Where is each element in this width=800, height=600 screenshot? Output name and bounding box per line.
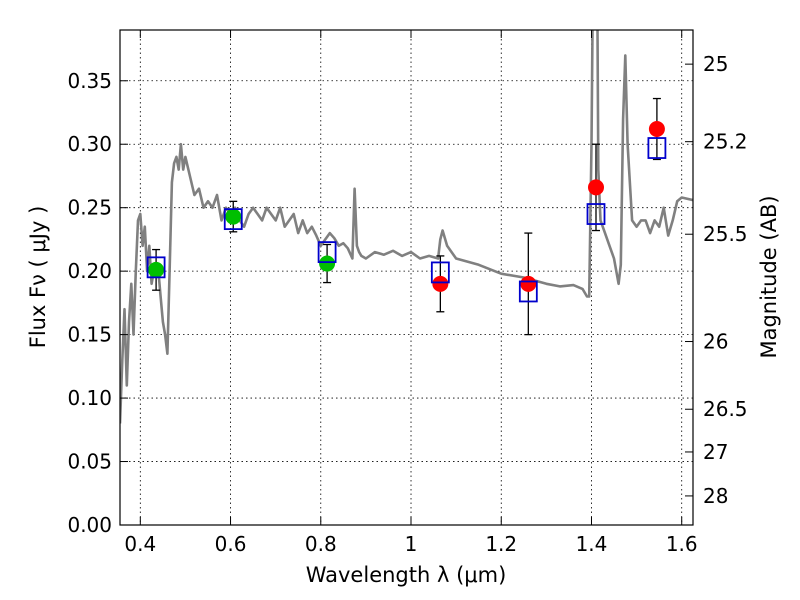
y-tick-label: 0.35 [67, 69, 112, 93]
x-tick-label: 1.2 [485, 532, 517, 556]
y-tick-label: 0.20 [67, 259, 112, 283]
mag-tick-label: 26.5 [703, 397, 748, 421]
observed-optical-point [225, 208, 242, 225]
magnitude-axis-label: Magnitude (AB) [757, 195, 781, 358]
mag-tick-label: 28 [703, 484, 728, 508]
model-spectrum-layer [120, 30, 693, 424]
mag-tick-label: 25.5 [703, 222, 748, 246]
y-axis-label: Flux Fν ( μJy ) [26, 206, 50, 349]
observed-nir-point [587, 179, 604, 196]
model-photometry-box [146, 256, 166, 279]
model-photometry-box [586, 203, 606, 225]
mag-tick-label: 26 [703, 330, 728, 354]
x-tick-label: 1.4 [576, 532, 608, 556]
y-tick-label: 0.05 [67, 450, 112, 474]
observed-nir-point [648, 121, 665, 137]
model-photometry-box [518, 280, 538, 303]
y-tick-label: 0.00 [67, 513, 112, 537]
mag-tick-label: 25.2 [703, 130, 748, 154]
model-photometry-box [430, 261, 450, 284]
observed-optical-point [148, 261, 165, 278]
x-tick-label: 0.6 [215, 532, 247, 556]
model-photometry-box [223, 208, 243, 231]
observed-nir-point [520, 275, 537, 292]
model-photometry-box [317, 241, 337, 264]
model-spectrum-line [120, 30, 693, 424]
y-tick-label: 0.10 [67, 386, 112, 410]
magnitude-axis-ticks: 25 25.2 25.5 26 26.5 27 28 [685, 52, 748, 508]
plot-frame [119, 29, 694, 526]
y-tick-label: 0.15 [67, 323, 112, 347]
x-tick-label: 1.6 [666, 532, 698, 556]
x-axis-ticks: 0.4 0.6 0.8 1 1.2 1.4 1.6 [124, 30, 698, 556]
x-tick-label: 0.4 [124, 532, 156, 556]
model-photometry-layer [146, 137, 667, 303]
observed-optical-point [319, 255, 336, 272]
plot-background [120, 30, 693, 525]
mag-tick-label: 27 [703, 440, 728, 464]
observed-nir-point [432, 275, 449, 292]
y-axis-ticks: 0.00 0.05 0.10 0.15 0.20 0.25 0.30 0.35 [67, 69, 128, 537]
x-tick-label: 0.8 [305, 532, 337, 556]
model-photometry-box [647, 137, 667, 159]
x-tick-label: 1 [405, 532, 418, 556]
mag-tick-label: 25 [703, 52, 728, 76]
y-tick-label: 0.25 [67, 196, 112, 220]
observed-points-layer [148, 121, 665, 292]
x-axis-label: Wavelength λ (μm) [306, 563, 507, 587]
y-tick-label: 0.30 [67, 132, 112, 156]
